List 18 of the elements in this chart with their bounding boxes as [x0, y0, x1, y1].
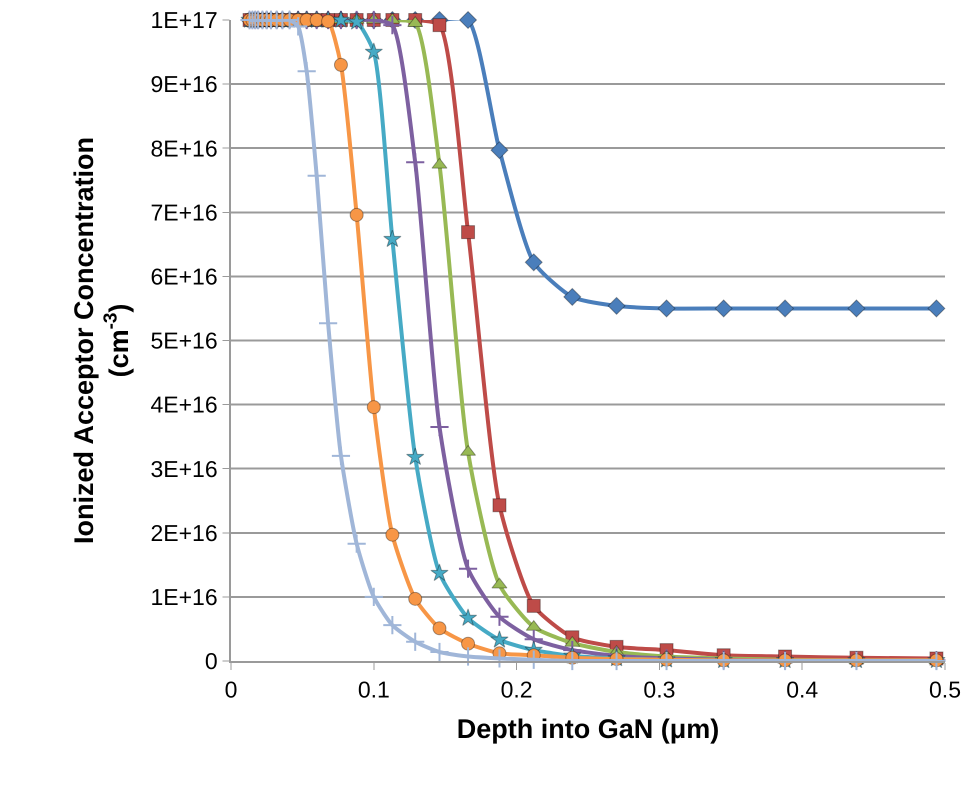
y-tick-label: 1E+16: [150, 584, 218, 610]
y-tick-label: 3E+16: [150, 456, 218, 482]
x-axis-title: Depth into GaN (μm): [456, 714, 720, 744]
x-tick-label: 0: [224, 676, 238, 702]
y-tick-label: 9E+16: [150, 71, 218, 98]
x-tick-label: 0.3: [643, 676, 676, 702]
y-tick-label: 4E+16: [150, 392, 218, 418]
y-tick-label: 1E+17: [150, 7, 218, 34]
x-tick-label: 0.2: [500, 676, 533, 702]
x-tick-label: 0.5: [929, 676, 961, 702]
y-tick-label: 6E+16: [150, 263, 218, 290]
y-tick-label: 0: [204, 648, 218, 674]
y-tick-label: 7E+16: [150, 199, 218, 226]
y-tick-label: 8E+16: [150, 135, 218, 162]
y-tick-label: 5E+16: [150, 328, 218, 354]
y-tick-label: 2E+16: [150, 520, 218, 546]
x-tick-label: 0.1: [358, 676, 390, 702]
x-tick-label: 0.4: [786, 676, 818, 702]
